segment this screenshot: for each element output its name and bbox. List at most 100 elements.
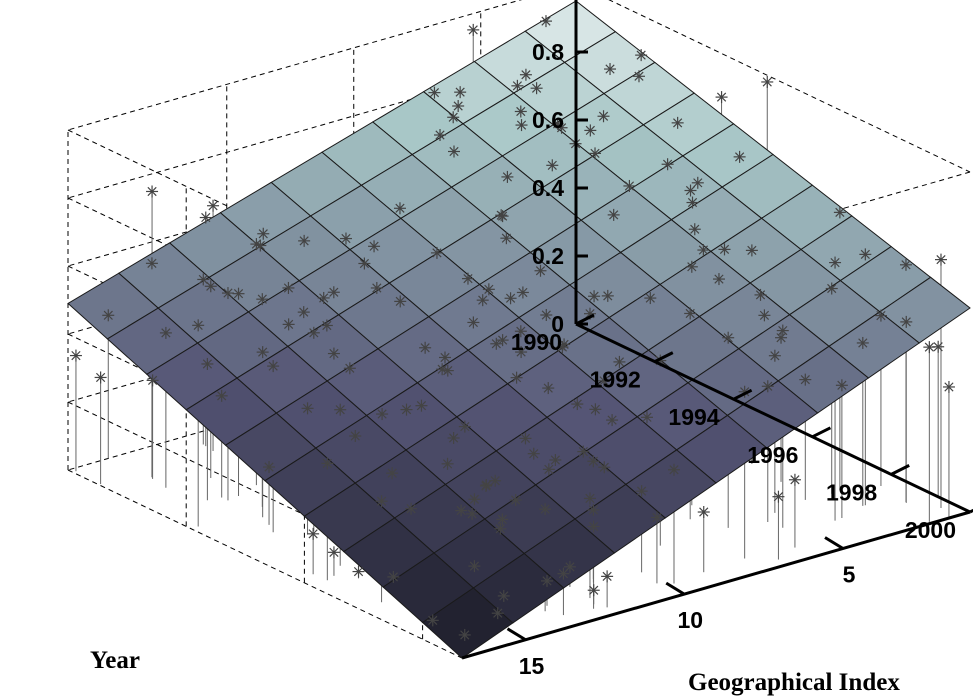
observation-marker	[635, 49, 648, 62]
observation-marker	[601, 570, 614, 583]
observation-marker	[489, 474, 502, 487]
observation-marker	[419, 341, 432, 354]
observation-marker	[558, 338, 571, 351]
z-tick-label: 0.6	[532, 107, 564, 133]
observation-marker	[942, 380, 955, 393]
observation-marker	[587, 503, 600, 516]
observation-marker	[686, 196, 699, 209]
observation-marker	[267, 360, 280, 373]
y-axis-title: Geographical Index	[688, 669, 900, 696]
observation-marker	[321, 457, 334, 470]
observation-marker	[722, 331, 735, 344]
observation-marker	[640, 411, 653, 424]
z-tick-label: 0.4	[532, 175, 564, 201]
year-tick-label: 2000	[905, 517, 956, 543]
box-top-front	[608, 0, 971, 173]
observation-marker	[497, 589, 510, 602]
observation-marker	[825, 282, 838, 295]
observation-marker	[632, 70, 645, 83]
observation-marker	[400, 403, 413, 416]
geo-tick-label: 10	[677, 607, 703, 633]
observation-marker	[589, 403, 602, 416]
observation-marker	[587, 455, 600, 468]
observation-marker	[833, 206, 846, 219]
observation-marker	[587, 520, 600, 533]
observation-marker	[504, 292, 517, 305]
observation-marker	[650, 511, 663, 524]
observation-marker	[685, 260, 698, 273]
geo-tick-label: 5	[843, 562, 856, 588]
observation-marker	[775, 331, 788, 344]
observation-marker	[254, 239, 267, 252]
observation-marker	[320, 319, 333, 332]
observation-marker	[257, 227, 270, 240]
observation-marker	[644, 292, 657, 305]
observation-marker	[712, 273, 725, 286]
observation-marker	[468, 493, 481, 506]
observation-marker	[343, 362, 356, 375]
z-tick-label: 0	[551, 311, 564, 337]
observation-marker	[577, 445, 590, 458]
observation-marker	[539, 15, 552, 28]
observation-marker	[358, 257, 371, 270]
observation-marker	[458, 628, 471, 641]
observation-marker	[352, 565, 365, 578]
observation-marker	[542, 463, 555, 476]
observation-marker	[197, 273, 210, 286]
observation-marker	[772, 490, 785, 503]
observation-marker	[597, 110, 610, 123]
observation-marker	[829, 256, 842, 269]
z-tick-label: 0.2	[532, 243, 564, 269]
x-axis-title: Year	[90, 647, 140, 674]
observation-marker	[541, 574, 554, 587]
observation-marker	[899, 258, 912, 271]
observation-marker	[859, 248, 872, 261]
year-tick-mark	[811, 426, 832, 439]
observation-marker	[415, 399, 428, 412]
observation-marker	[327, 546, 340, 559]
geo-axis-ticks: 5 10 15	[506, 536, 856, 679]
box-top-left	[67, 0, 523, 131]
year-axis-line	[575, 322, 971, 514]
observation-marker	[514, 325, 527, 338]
observation-marker	[436, 363, 449, 376]
observation-marker	[490, 337, 503, 350]
observation-marker	[375, 495, 388, 508]
observation-marker	[598, 461, 611, 474]
observation-marker	[514, 105, 527, 118]
observation-marker	[501, 170, 514, 183]
observation-marker	[376, 408, 389, 421]
observation-marker	[405, 502, 418, 515]
observation-marker	[604, 63, 617, 76]
observation-marker	[540, 308, 553, 321]
observation-marker	[584, 124, 597, 137]
observation-marker	[601, 289, 614, 302]
observation-marker	[204, 280, 217, 293]
observation-marker	[684, 184, 697, 197]
observation-marker	[368, 240, 381, 253]
observation-marker	[447, 145, 460, 158]
observation-marker	[500, 232, 513, 245]
observation-marker	[370, 281, 383, 294]
observation-marker	[718, 243, 731, 256]
observation-marker	[776, 324, 789, 337]
year-tick-label: 1994	[668, 404, 719, 430]
observation-marker	[509, 494, 522, 507]
observation-marker	[697, 506, 710, 519]
observation-marker	[583, 492, 596, 505]
observation-marker	[307, 326, 320, 339]
observation-marker	[69, 349, 82, 362]
observation-marker	[900, 315, 913, 328]
observation-marker	[788, 473, 801, 486]
observation-marker	[613, 355, 626, 368]
observation-marker	[588, 290, 601, 303]
observation-marker	[515, 119, 528, 132]
observation-marker	[758, 309, 771, 322]
observation-marker	[282, 318, 295, 331]
observation-marker	[571, 398, 584, 411]
observation-marker	[232, 287, 245, 300]
observation-marker	[387, 570, 400, 583]
observation-marker	[256, 293, 269, 306]
observation-marker	[607, 208, 620, 221]
observation-marker	[298, 234, 311, 247]
